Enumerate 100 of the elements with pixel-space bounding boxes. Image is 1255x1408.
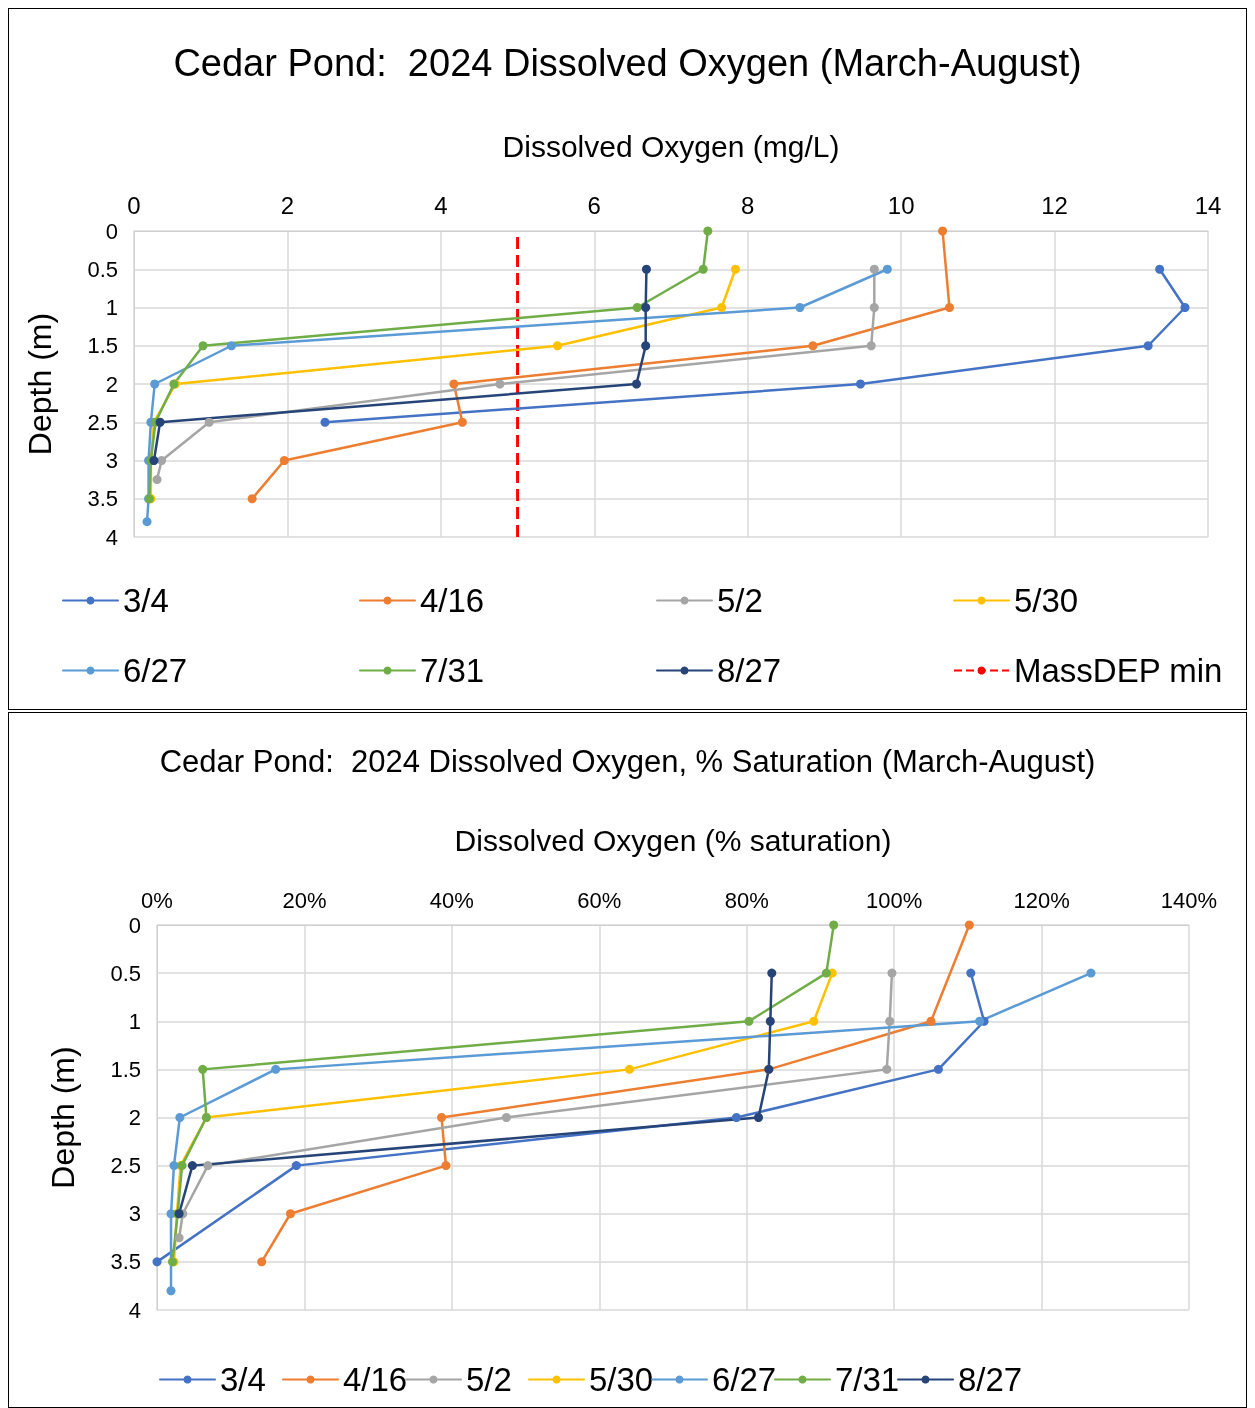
point xyxy=(966,968,976,978)
legend-label: 5/2 xyxy=(466,1361,512,1398)
point xyxy=(257,1257,267,1267)
point xyxy=(975,1016,985,1026)
point xyxy=(829,920,839,930)
point xyxy=(641,264,651,274)
point xyxy=(625,1064,635,1074)
x-tick-label: 4 xyxy=(434,191,448,219)
point xyxy=(795,303,805,312)
y-tick-label: 0.5 xyxy=(110,960,141,986)
x-tick-label: 6 xyxy=(587,191,601,219)
point xyxy=(203,1161,213,1171)
point xyxy=(174,1233,184,1243)
x-tick-label: 60% xyxy=(577,887,622,913)
legend-label: MassDEP min xyxy=(1014,652,1223,689)
point xyxy=(855,379,865,389)
point xyxy=(938,226,948,236)
x-axis-title: Dissolved Oxygen (mg/L) xyxy=(502,129,840,163)
point xyxy=(271,1064,281,1074)
y-tick-label: 2.5 xyxy=(87,409,118,435)
legend-label: 3/4 xyxy=(123,582,169,619)
legend-label: 8/27 xyxy=(958,1361,1023,1398)
point xyxy=(869,303,879,312)
point xyxy=(501,1113,511,1122)
point xyxy=(866,341,876,351)
point xyxy=(152,475,162,485)
point xyxy=(887,968,897,978)
y-tick-label: 3 xyxy=(128,1201,141,1227)
point xyxy=(187,1161,197,1171)
legend-label: 4/16 xyxy=(343,1361,408,1398)
y-axis-title: Depth (m) xyxy=(45,1046,81,1189)
x-tick-label: 8 xyxy=(741,191,755,219)
point xyxy=(552,341,562,351)
point xyxy=(1143,341,1153,351)
point xyxy=(320,417,330,427)
y-tick-label: 0 xyxy=(128,912,141,938)
x-tick-label: 14 xyxy=(1194,191,1222,219)
point xyxy=(291,1161,301,1171)
legend-label: 5/2 xyxy=(717,582,763,619)
y-tick-label: 2.5 xyxy=(110,1153,141,1179)
x-tick-label: 40% xyxy=(429,887,474,913)
point xyxy=(641,341,651,351)
point xyxy=(869,264,879,274)
x-tick-label: 120% xyxy=(1013,887,1070,913)
point xyxy=(198,341,208,351)
point xyxy=(204,417,214,427)
point xyxy=(441,1161,451,1171)
point xyxy=(767,968,777,978)
y-tick-label: 1.5 xyxy=(110,1056,141,1082)
legend-label: 5/30 xyxy=(1014,582,1079,619)
x-tick-label: 0% xyxy=(141,887,173,913)
x-axis-title: Dissolved Oxygen (% saturation) xyxy=(454,823,892,857)
chart-title: Cedar Pond: 2024 Dissolved Oxygen (March-August) xyxy=(173,42,1082,84)
legend-label: 7/31 xyxy=(835,1361,900,1398)
x-tick-label: 10 xyxy=(887,191,915,219)
point xyxy=(495,379,505,389)
point xyxy=(631,379,641,389)
legend-label: 6/27 xyxy=(123,652,188,689)
point xyxy=(731,1113,741,1122)
legend-label: 3/4 xyxy=(220,1361,266,1398)
point xyxy=(1155,264,1165,274)
point xyxy=(698,264,708,274)
y-tick-label: 1 xyxy=(128,1008,141,1034)
point xyxy=(885,1016,895,1026)
point xyxy=(142,517,152,527)
y-tick-label: 0 xyxy=(105,218,118,244)
chart-title: Cedar Pond: 2024 Dissolved Oxygen, % Saturation (March-August) xyxy=(159,744,1096,779)
point xyxy=(744,1016,754,1026)
point xyxy=(1180,303,1190,312)
y-tick-label: 4 xyxy=(128,1297,141,1323)
legend-label: 6/27 xyxy=(712,1361,777,1398)
point xyxy=(1086,968,1096,978)
x-tick-label: 140% xyxy=(1160,887,1218,913)
point xyxy=(808,341,818,351)
point xyxy=(717,303,727,312)
x-tick-label: 2 xyxy=(280,191,295,219)
y-tick-label: 3.5 xyxy=(87,486,118,512)
point xyxy=(457,417,467,427)
y-tick-label: 1 xyxy=(105,295,118,320)
point xyxy=(933,1064,943,1074)
x-tick-label: 100% xyxy=(866,887,923,913)
point xyxy=(765,1016,775,1026)
point xyxy=(641,303,651,312)
point xyxy=(437,1113,447,1122)
point xyxy=(152,1257,162,1267)
point xyxy=(926,1016,936,1026)
point xyxy=(157,456,167,465)
y-axis-title: Depth (m) xyxy=(22,312,58,456)
point xyxy=(449,379,459,389)
legend-label: 4/16 xyxy=(420,582,485,619)
point xyxy=(279,456,289,465)
point xyxy=(155,417,165,427)
point xyxy=(703,226,713,236)
point xyxy=(632,303,642,312)
point xyxy=(226,341,236,351)
point xyxy=(821,968,831,978)
y-tick-label: 1.5 xyxy=(87,333,118,359)
point xyxy=(198,1064,208,1074)
point xyxy=(754,1113,764,1122)
point xyxy=(882,1064,892,1074)
